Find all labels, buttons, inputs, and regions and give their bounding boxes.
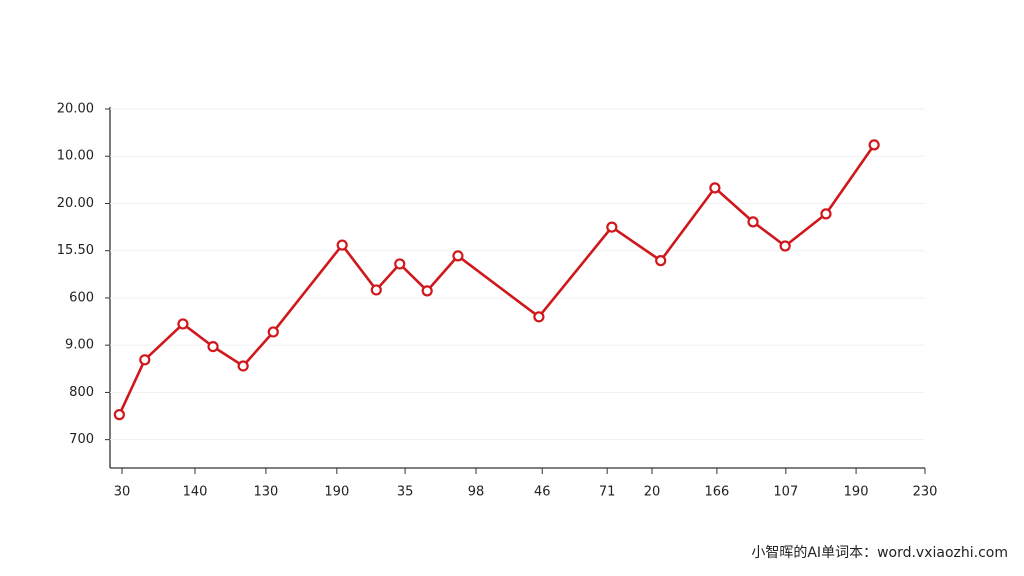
x-tick-label: 20 bbox=[644, 485, 661, 500]
point bbox=[394, 258, 406, 270]
x-tick-label: 46 bbox=[534, 485, 551, 500]
x-tick-label: 230 bbox=[913, 485, 938, 500]
point bbox=[421, 285, 433, 297]
x-tick-label: 107 bbox=[773, 485, 798, 500]
y-tick-label: 800 bbox=[69, 385, 94, 400]
y-tick-label: 20.00 bbox=[57, 102, 94, 117]
x-tick-label: 190 bbox=[324, 485, 349, 500]
point bbox=[820, 208, 832, 220]
y-tick-label: 10.00 bbox=[57, 149, 94, 164]
watermark: 小智晖的AI单词本：word.vxiaozhi.com bbox=[751, 545, 1008, 561]
point bbox=[177, 318, 189, 330]
point bbox=[139, 354, 151, 366]
x-tick-label: 140 bbox=[183, 485, 208, 500]
x-tick-label: 35 bbox=[397, 485, 414, 500]
y-tick-label: 15.50 bbox=[57, 243, 94, 258]
x-tick-label: 130 bbox=[253, 485, 278, 500]
point bbox=[370, 284, 382, 296]
point bbox=[237, 360, 249, 372]
x-tick-label: 166 bbox=[704, 485, 729, 500]
point bbox=[207, 341, 219, 353]
point bbox=[606, 221, 618, 233]
x-tick-label: 71 bbox=[599, 485, 616, 500]
point bbox=[747, 216, 759, 228]
point bbox=[709, 182, 721, 194]
y-tick-label: 20.00 bbox=[57, 196, 94, 211]
x-tick-label: 98 bbox=[468, 485, 485, 500]
point bbox=[452, 250, 464, 262]
point bbox=[267, 326, 279, 338]
point bbox=[779, 240, 791, 252]
point bbox=[336, 239, 348, 251]
point bbox=[533, 311, 545, 323]
point bbox=[113, 409, 125, 421]
point bbox=[655, 255, 667, 267]
point bbox=[868, 139, 880, 151]
y-tick-label: 9.00 bbox=[65, 338, 94, 353]
x-tick-label: 190 bbox=[844, 485, 869, 500]
y-tick-label: 700 bbox=[69, 432, 94, 447]
x-tick-label: 30 bbox=[114, 485, 131, 500]
y-tick-label: 600 bbox=[69, 290, 94, 305]
